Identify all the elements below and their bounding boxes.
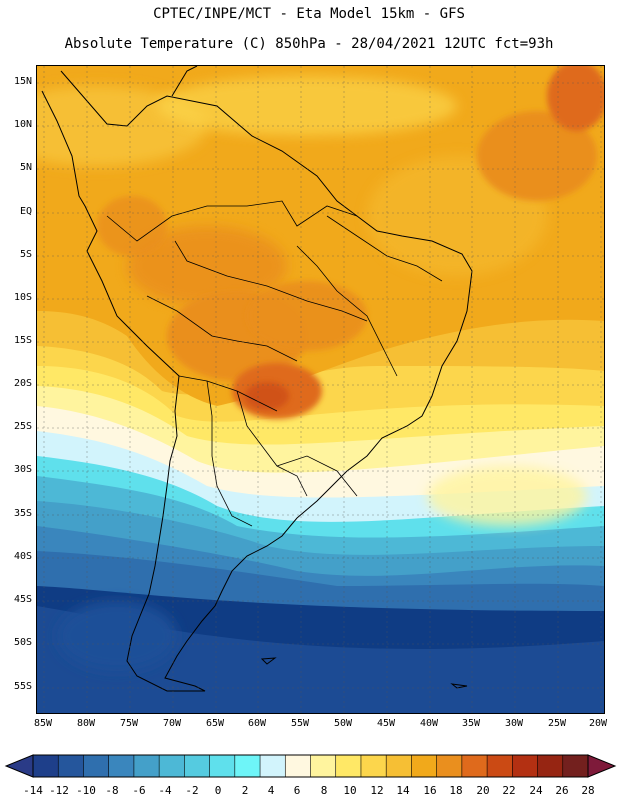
colorbar-swatch xyxy=(33,755,59,777)
colorbar-label: -2 xyxy=(185,784,199,797)
colorbar-swatch xyxy=(209,755,236,777)
lon-label-55w: 55W xyxy=(290,718,310,729)
colorbar-label: -14 xyxy=(23,784,43,797)
colorbar-swatch xyxy=(260,755,286,777)
lat-label-35s: 35S xyxy=(13,508,32,519)
lat-label-45s: 45S xyxy=(13,594,32,605)
temperature-field xyxy=(37,66,604,713)
colorbar-label: -6 xyxy=(132,784,146,797)
colorbar-label: 6 xyxy=(293,784,301,797)
colorbar-label: 4 xyxy=(267,784,275,797)
lon-label-70w: 70W xyxy=(162,718,182,729)
lat-label-5s: 5S xyxy=(19,249,32,260)
lon-label-30w: 30W xyxy=(504,718,524,729)
colorbar-label: 10 xyxy=(343,784,357,797)
colorbar-swatch xyxy=(58,755,84,777)
colorbar-label: 12 xyxy=(370,784,384,797)
lat-label-10s: 10S xyxy=(13,292,32,303)
colorbar-swatch xyxy=(386,755,412,777)
colorbar-swatch xyxy=(108,755,135,777)
lat-label-15n: 15N xyxy=(13,76,32,87)
colorbar-label: 24 xyxy=(529,784,543,797)
colorbar-swatch xyxy=(436,755,463,777)
lon-label-20w: 20W xyxy=(588,718,608,729)
colorbar-label: 14 xyxy=(396,784,410,797)
colorbar-high-arrow xyxy=(587,754,617,778)
colorbar-label: 8 xyxy=(320,784,328,797)
colorbar-label: 16 xyxy=(423,784,437,797)
colorbar-swatch xyxy=(159,755,185,777)
lon-label-80w: 80W xyxy=(76,718,96,729)
coastline xyxy=(41,66,473,692)
colorbar-swatch xyxy=(360,755,387,777)
lon-label-25w: 25W xyxy=(547,718,567,729)
colorbar-swatch xyxy=(285,755,311,777)
lon-label-50w: 50W xyxy=(333,718,353,729)
lon-label-85w: 85W xyxy=(33,718,53,729)
temperature-map xyxy=(36,65,605,714)
colorbar-label: 22 xyxy=(502,784,516,797)
colorbar xyxy=(4,754,617,778)
lat-label-30s: 30S xyxy=(13,464,32,475)
colorbar-label: 0 xyxy=(214,784,222,797)
lat-label-50s: 50S xyxy=(13,637,32,648)
colorbar-label: 28 xyxy=(581,784,595,797)
colorbar-swatch xyxy=(461,755,488,777)
lat-label-5n: 5N xyxy=(19,162,32,173)
lat-label-20s: 20S xyxy=(13,378,32,389)
map-subtitle: Absolute Temperature (C) 850hPa - 28/04/… xyxy=(64,36,554,52)
colorbar-swatch xyxy=(537,755,564,777)
lat-label-eq: EQ xyxy=(19,206,32,217)
lat-label-55s: 55S xyxy=(13,681,32,692)
colorbar-swatch xyxy=(184,755,211,777)
lon-label-40w: 40W xyxy=(419,718,439,729)
lat-label-15s: 15S xyxy=(13,335,32,346)
lon-label-75w: 75W xyxy=(119,718,139,729)
colorbar-swatch xyxy=(562,755,589,777)
colorbar-label: -12 xyxy=(49,784,69,797)
colorbar-swatch xyxy=(133,755,160,777)
colorbar-label: -10 xyxy=(76,784,96,797)
colorbar-label: -4 xyxy=(158,784,172,797)
colorbar-label: 20 xyxy=(476,784,490,797)
colorbar-swatch xyxy=(83,755,110,777)
colorbar-low-arrow xyxy=(4,754,34,778)
lon-label-35w: 35W xyxy=(461,718,481,729)
colorbar-label: 18 xyxy=(449,784,463,797)
lon-label-65w: 65W xyxy=(205,718,225,729)
lon-label-45w: 45W xyxy=(376,718,396,729)
colorbar-label: -8 xyxy=(105,784,119,797)
colorbar-label: 2 xyxy=(241,784,249,797)
lat-label-40s: 40S xyxy=(13,551,32,562)
colorbar-swatch xyxy=(512,755,539,777)
colorbar-swatch xyxy=(411,755,438,777)
colorbar-swatch xyxy=(335,755,362,777)
lat-label-25s: 25S xyxy=(13,421,32,432)
colorbar-swatch xyxy=(310,755,337,777)
colorbar-swatch xyxy=(234,755,261,777)
colorbar-label: 26 xyxy=(555,784,569,797)
colorbar-swatch xyxy=(487,755,513,777)
lon-label-60w: 60W xyxy=(247,718,267,729)
map-title: CPTEC/INPE/MCT - Eta Model 15km - GFS xyxy=(153,6,465,22)
lat-label-10n: 10N xyxy=(13,119,32,130)
